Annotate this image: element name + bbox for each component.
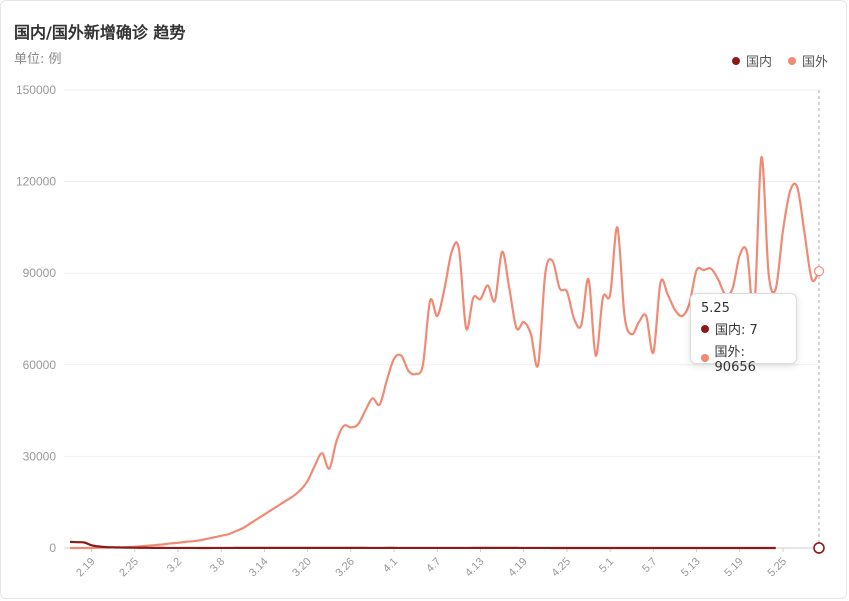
tooltip-row-domestic: 国内: 7 — [701, 319, 786, 338]
legend-dot-domestic-icon — [731, 56, 740, 65]
x-tick-label: 4.25 — [549, 556, 573, 580]
tooltip-value-domestic: 国内: 7 — [715, 323, 758, 338]
legend-dot-foreign-icon — [787, 56, 796, 65]
x-tick-label: 5.1 — [597, 556, 616, 575]
legend-label-foreign: 国外 — [801, 55, 828, 70]
y-tick-label: 90000 — [23, 266, 57, 280]
x-tick-label: 3.26 — [333, 556, 357, 580]
x-tick-label: 3.20 — [290, 556, 314, 580]
x-tick-label: 5.7 — [640, 556, 659, 575]
x-tick-label: 3.2 — [165, 556, 184, 575]
hover-point-foreign — [813, 266, 825, 277]
x-tick-label: 2.25 — [117, 556, 141, 580]
x-tick-label: 5.13 — [679, 556, 703, 580]
series-line-foreign — [69, 156, 820, 550]
x-tick-label: 5.25 — [765, 556, 789, 580]
x-tick-label: 5.19 — [722, 556, 746, 580]
y-tick-label: 60000 — [23, 358, 57, 372]
legend-item-foreign[interactable]: 国外 — [787, 51, 828, 70]
x-tick-label: 4.19 — [506, 556, 530, 580]
tooltip-date: 5.25 — [701, 301, 730, 316]
x-tick-label: 3.8 — [208, 556, 227, 575]
hover-point-domestic — [813, 542, 825, 554]
unit-label: 单位: 例 — [14, 52, 62, 67]
chart-title: 国内/国外新增确诊 趋势 — [14, 23, 186, 42]
tooltip-dot-domestic-icon — [701, 324, 709, 333]
legend-item-domestic[interactable]: 国内 — [731, 51, 772, 70]
x-tick-label: 4.13 — [463, 556, 487, 580]
tooltip-value-foreign: 国外: 90656 — [714, 345, 756, 375]
series-line-domestic — [69, 540, 776, 550]
y-tick-label: 0 — [49, 541, 56, 555]
y-tick-label: 150000 — [16, 83, 56, 97]
tooltip-row-foreign: 国外: 90656 — [701, 341, 786, 375]
x-tick-label: 4.1 — [381, 556, 400, 575]
y-tick-label: 30000 — [23, 449, 57, 463]
x-tick-label: 4.7 — [424, 556, 443, 575]
tooltip: 5.25 国内: 7 国外: 90656 — [690, 293, 797, 375]
y-tick-label: 120000 — [16, 175, 56, 189]
legend-label-domestic: 国内 — [745, 55, 772, 70]
tooltip-dot-foreign-icon — [701, 354, 709, 362]
legend: 国内 国外 — [731, 51, 828, 70]
x-tick-label: 2.19 — [74, 556, 98, 580]
x-tick-label: 3.14 — [247, 556, 271, 580]
